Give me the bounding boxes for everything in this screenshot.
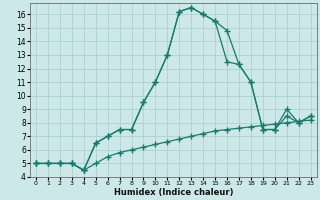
X-axis label: Humidex (Indice chaleur): Humidex (Indice chaleur): [114, 188, 233, 197]
